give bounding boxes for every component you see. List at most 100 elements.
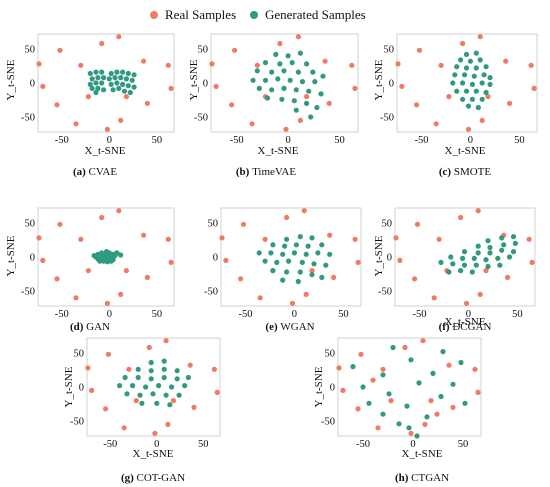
generated-sample-point: [101, 87, 107, 93]
generated-sample-point: [314, 104, 320, 111]
generated-sample-point: [131, 72, 137, 78]
generated-sample-point: [112, 75, 118, 81]
caption-method-name: SMOTE: [454, 166, 492, 178]
y-tick-label: 0: [203, 79, 208, 90]
real-sample-point: [434, 411, 440, 417]
real-sample-point: [402, 344, 408, 351]
generated-sample-point: [304, 61, 310, 67]
generated-sample-point: [481, 72, 487, 78]
generated-sample-point: [87, 81, 93, 87]
generated-sample-point: [280, 277, 286, 283]
generated-sample-point: [121, 88, 128, 94]
real-sample-point: [89, 387, 95, 393]
generated-sample-point: [268, 250, 274, 256]
real-sample-point: [340, 387, 346, 393]
real-sample-point: [214, 389, 220, 395]
generated-sample-point: [127, 89, 133, 96]
y-tick-label: 50: [325, 348, 336, 359]
generated-sample-point: [450, 381, 456, 387]
generated-sample-point: [161, 358, 167, 364]
generated-sample-point: [129, 77, 135, 83]
generated-sample-point: [118, 75, 124, 81]
x-tick-label: -50: [238, 309, 252, 320]
y-tick-label: 0: [213, 253, 218, 264]
generated-sample-point: [479, 96, 485, 102]
x-axis-label: X_t-SNE: [402, 448, 443, 460]
real-sample-point: [116, 208, 122, 214]
generated-sample-point: [448, 254, 454, 260]
generated-sample-point: [116, 85, 122, 91]
generated-sample-point: [506, 254, 513, 260]
real-sample-point: [289, 300, 296, 306]
generated-sample-point: [110, 87, 116, 93]
x-axis-label: X_t-SNE: [445, 145, 486, 157]
generated-sample-point: [95, 75, 101, 81]
real-sample-point: [465, 126, 472, 132]
generated-sample-point: [414, 433, 420, 439]
panel-caption: (h) CTGAN: [395, 472, 449, 484]
generated-sample-point: [285, 53, 291, 59]
x-tick-label: -50: [356, 439, 370, 450]
real-sample-point: [438, 62, 444, 68]
generated-sample-point: [269, 69, 275, 75]
y-axis-label: Y_t-SNE: [63, 366, 75, 407]
real-sample-point: [262, 236, 268, 242]
generated-sample-point: [135, 374, 141, 381]
generated-sample-point: [297, 50, 303, 56]
scatter-panel-c: 50 0 -50 -50 0 50 X_t-SNE Y_t-SNE (c) SMOTE: [373, 33, 538, 178]
generated-sample-point: [185, 374, 191, 381]
generated-sample-point: [318, 91, 324, 97]
generated-sample-point: [156, 383, 162, 389]
generated-sample-point: [108, 70, 114, 77]
generated-sample-point: [117, 383, 123, 389]
real-sample-point: [116, 34, 122, 40]
generated-sample-point: [262, 77, 269, 83]
generated-sample-point: [463, 88, 470, 94]
plot-frame: [37, 207, 175, 307]
x-tick-label: 0: [466, 309, 471, 320]
x-tick-label: -50: [230, 135, 244, 146]
real-sample-point: [123, 94, 129, 100]
generated-sample-point: [174, 376, 180, 382]
scatter-panel-a: 50 0 -50 -50 0 50 X_t-SNE Y_t-SNE (a) CVAE: [5, 33, 175, 178]
y-tick-label: 0: [330, 383, 335, 394]
generated-sample-point: [311, 261, 317, 267]
real-sample-point: [370, 377, 376, 383]
y-tick-label: -50: [194, 113, 208, 124]
generated-sample-point: [93, 69, 99, 75]
real-sample-point: [331, 274, 337, 280]
generated-sample-point: [416, 380, 422, 386]
generated-sample-point: [454, 64, 460, 70]
real-sample-point: [460, 40, 466, 47]
panel-caption: (a) CVAE: [73, 166, 117, 178]
y-axis-label: Y_t-SNE: [5, 235, 17, 276]
y-tick-label: 50: [25, 218, 36, 229]
y-tick-label: -50: [380, 113, 394, 124]
caption-letter: (b): [236, 166, 252, 178]
real-sample-point: [165, 421, 171, 427]
caption-method-name: CVAE: [89, 166, 118, 178]
y-axis-label: Y_t-SNE: [5, 59, 17, 100]
generated-sample-point: [122, 374, 128, 381]
x-tick-label: 50: [198, 439, 209, 450]
generated-sample-point: [430, 370, 436, 376]
y-tick-label: 50: [382, 218, 393, 229]
generated-sample-point: [284, 269, 290, 275]
generated-sample-point: [256, 250, 262, 256]
x-axis-label: X_t-SNE: [85, 145, 126, 157]
x-tick-label: 50: [338, 309, 349, 320]
real-sample-point: [355, 406, 361, 412]
generated-sample-point: [282, 243, 288, 249]
generated-sample-point: [479, 80, 485, 86]
y-axis-label: Y_t-SNE: [188, 59, 200, 100]
generated-sample-point: [461, 262, 468, 268]
plot-frame: [86, 337, 221, 437]
y-tick-label: -50: [321, 417, 335, 428]
real-sample-point: [118, 291, 124, 297]
x-tick-label: -50: [103, 439, 117, 450]
real-sample-point: [283, 126, 289, 132]
generated-sample-point: [167, 402, 173, 408]
generated-sample-point: [291, 98, 297, 104]
real-sample-point: [85, 268, 91, 274]
generated-sample-point: [120, 81, 126, 87]
